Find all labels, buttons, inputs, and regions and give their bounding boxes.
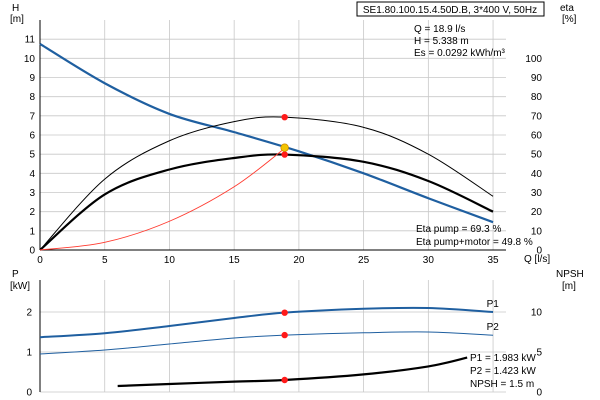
annotation-es: Es = 0.0292 kWh/m³ xyxy=(414,48,506,59)
npsh-tick-label: 10 xyxy=(531,308,543,319)
head-tick-label: 10 xyxy=(24,54,36,65)
head-tick-label: 8 xyxy=(29,92,35,103)
eta-tick-label: 10 xyxy=(531,226,543,237)
npsh-tick-label: 5 xyxy=(536,348,542,359)
x-tick-label: 30 xyxy=(423,255,435,266)
npsh-point-marker xyxy=(281,376,288,384)
operating-point-marker xyxy=(280,143,289,152)
head-curve xyxy=(39,43,494,224)
eta-tick-label: 70 xyxy=(531,111,543,122)
x-tick-label: 25 xyxy=(358,255,370,266)
head-tick-label: 2 xyxy=(29,207,35,218)
bottom-left-axis-unit: [kW] xyxy=(10,281,30,292)
head-tick-label: 6 xyxy=(29,131,35,142)
eta-tick-label: 90 xyxy=(531,73,543,84)
top-left-axis-label: H xyxy=(12,3,19,14)
power-tick-label: 2 xyxy=(26,308,32,319)
npsh-curve xyxy=(117,356,468,388)
eta-tick-label: 40 xyxy=(531,169,543,180)
eta-pump-motor-point-marker xyxy=(281,151,288,158)
x-tick-label: 35 xyxy=(487,255,499,266)
top-right-axis-unit: [%] xyxy=(562,14,577,25)
bottom-right-ticks: 0 5 10 xyxy=(531,308,543,399)
eta-tick-label: 60 xyxy=(531,131,543,142)
model-header: SE1.80.100.15.4.50D.B, 3*400 V, 50Hz xyxy=(356,1,545,17)
bottom-grid xyxy=(39,280,506,393)
npsh-tick-label: 0 xyxy=(536,388,542,399)
annotation-npsh: NPSH = 1.5 m xyxy=(470,379,534,390)
p1-series-label: P1 xyxy=(487,299,500,310)
eta-tick-label: 30 xyxy=(531,188,543,199)
x-tick-label: 0 xyxy=(37,255,43,266)
eta-tick-label: 100 xyxy=(525,54,542,65)
x-tick-label: 20 xyxy=(293,255,305,266)
head-tick-label: 0 xyxy=(29,246,35,257)
p1-point-marker xyxy=(281,309,288,316)
annotation-q: Q = 18.9 l/s xyxy=(414,24,465,35)
annotation-p1: P1 = 1.983 kW xyxy=(470,353,536,364)
p1-curve xyxy=(39,306,494,339)
eta-tick-label: 80 xyxy=(531,92,543,103)
head-tick-label: 4 xyxy=(29,169,35,180)
eta-pump-curve xyxy=(39,116,494,251)
eta-pump-point-marker xyxy=(281,113,288,121)
system-curve xyxy=(39,148,285,251)
eta-pump-motor-curve xyxy=(39,153,494,251)
x-axis-label: Q [l/s] xyxy=(524,254,550,265)
head-tick-label: 11 xyxy=(25,35,36,46)
head-tick-label: 1 xyxy=(29,226,35,237)
annotation-h: H = 5.338 m xyxy=(414,36,469,47)
bottom-right-axis-label: NPSH xyxy=(556,269,584,280)
p2-series-label: P2 xyxy=(487,322,500,333)
head-tick-label: 7 xyxy=(29,111,35,122)
annotation-p2: P2 = 1.423 kW xyxy=(470,366,536,377)
bottom-right-axis-unit: [m] xyxy=(562,281,576,292)
eta-tick-label: 0 xyxy=(536,246,542,257)
top-left-ticks: 0 1 2 3 4 5 6 7 8 9 10 11 xyxy=(24,35,36,257)
top-left-axis-unit: [m] xyxy=(10,14,24,25)
top-right-axis-label: eta xyxy=(560,3,574,14)
power-tick-label: 0 xyxy=(26,388,32,399)
top-right-ticks: 0 10 20 30 40 50 60 70 80 90 100 xyxy=(525,54,542,257)
model-header-text: SE1.80.100.15.4.50D.B, 3*400 V, 50Hz xyxy=(363,5,537,16)
x-tick-label: 5 xyxy=(102,255,108,266)
annotation-eta-pump: Eta pump = 69.3 % xyxy=(416,224,501,235)
bottom-left-ticks: 0 1 2 xyxy=(26,308,32,399)
head-tick-label: 5 xyxy=(29,150,35,161)
x-tick-label: 15 xyxy=(229,255,241,266)
model-header-box xyxy=(356,1,545,17)
head-tick-label: 9 xyxy=(29,73,35,84)
top-x-ticks: 0 5 10 15 20 25 30 35 xyxy=(37,255,499,266)
annotation-eta-pump-motor: Eta pump+motor = 49.8 % xyxy=(416,237,533,248)
eta-tick-label: 50 xyxy=(531,150,543,161)
top-plot: 0 1 2 3 4 5 6 7 8 9 10 11 0 10 20 30 40 50 60 70 80 90 100 0 5… xyxy=(10,3,577,266)
bottom-plot: 0 1 2 0 5 10 P [kW] NPSH [m] P1 P2 P1 = 1.98… xyxy=(10,269,584,399)
power-tick-label: 1 xyxy=(26,348,32,359)
p2-point-marker xyxy=(281,331,288,339)
x-tick-label: 10 xyxy=(164,255,176,266)
p2-curve xyxy=(39,331,494,355)
bottom-left-axis-label: P xyxy=(12,269,19,280)
eta-tick-label: 20 xyxy=(531,207,543,218)
head-tick-label: 3 xyxy=(29,188,35,199)
